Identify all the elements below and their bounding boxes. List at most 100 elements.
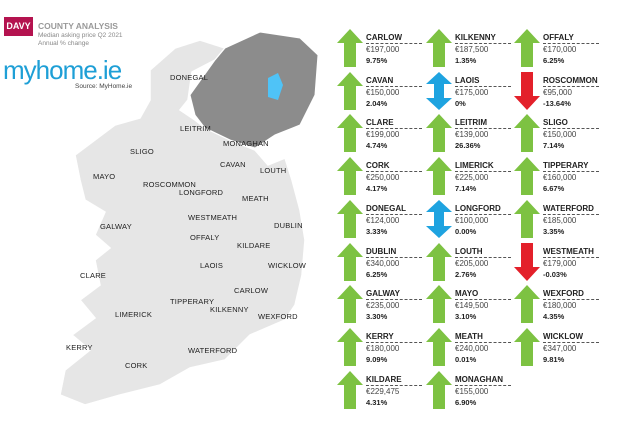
county-change: 1.35% <box>455 56 477 65</box>
county-price: €180,000 <box>543 301 577 311</box>
county-kilkenny: KILKENNY €187,500 1.35% <box>425 27 513 69</box>
arrow-up-icon <box>514 157 540 196</box>
arrow-up-icon <box>337 327 363 366</box>
arrow-up-icon <box>337 199 363 238</box>
county-price: €100,000 <box>455 215 489 225</box>
map-label-limerick: LIMERICK <box>115 310 153 319</box>
county-clare: CLARE €199,000 4.74% <box>336 112 424 154</box>
title: COUNTY ANALYSIS <box>38 21 118 31</box>
map-label-waterford: WATERFORD <box>188 346 238 355</box>
myhome-logo: myhome.ie <box>3 55 122 85</box>
county-price: €139,000 <box>455 130 489 140</box>
county-change: 0% <box>455 98 466 108</box>
map-label-tipperary: TIPPERARY <box>170 297 215 306</box>
arrow-up-icon <box>337 29 363 67</box>
county-tipperary: TIPPERARY €160,000 6.67% <box>513 155 601 197</box>
county-sligo: SLIGO €150,000 7.14% <box>513 112 601 154</box>
davy-logo: DAVY <box>4 17 33 36</box>
county-price: €225,000 <box>455 173 489 183</box>
arrow-up-icon <box>337 242 363 281</box>
source-note: Source: MyHome.ie <box>75 83 133 90</box>
arrow-up-icon <box>514 285 540 324</box>
county-name: CAVAN <box>366 76 422 87</box>
map-label-offaly: OFFALY <box>190 233 220 242</box>
map-label-kildare: KILDARE <box>237 241 271 250</box>
county-meath: MEATH €240,000 0.01% <box>425 326 513 368</box>
county-change: 9.09% <box>366 354 388 364</box>
county-name: DUBLIN <box>366 247 422 258</box>
arrow-down-icon <box>514 242 540 281</box>
republic-of-ireland-shape <box>59 39 306 406</box>
county-wicklow: WICKLOW €347,000 9.81% <box>513 326 601 368</box>
arrow-up-icon <box>337 285 363 324</box>
arrow-up-icon <box>426 327 452 366</box>
map-label-clare: CLARE <box>80 271 107 280</box>
county-change: 4.35% <box>543 312 565 322</box>
county-change: 3.35% <box>543 226 565 236</box>
county-donegal: DONEGAL €124,000 3.33% <box>336 198 424 240</box>
map-label-monaghan: MONAGHAN <box>223 139 269 148</box>
county-price: €179,000 <box>543 258 577 268</box>
county-price: €340,000 <box>366 258 400 268</box>
subtitle-change: Annual % change <box>38 40 89 47</box>
county-name: GALWAY <box>366 289 422 301</box>
arrow-up-icon <box>337 157 363 196</box>
county-name: WEXFORD <box>543 289 599 301</box>
county-change: 7.14% <box>543 141 565 151</box>
county-price: €155,000 <box>455 386 489 396</box>
map-label-westmeath: WESTMEATH <box>188 213 238 222</box>
arrow-up-icon <box>426 114 452 153</box>
map-label-wicklow: WICKLOW <box>268 261 307 270</box>
county-name: DONEGAL <box>366 204 422 215</box>
county-change: 7.14% <box>455 184 477 194</box>
map-label-meath: MEATH <box>242 194 269 203</box>
county-name: KILDARE <box>366 375 422 386</box>
county-longford: LONGFORD €100,000 0.00% <box>425 198 513 240</box>
arrow-up-icon <box>426 242 452 281</box>
map-label-carlow: CARLOW <box>234 286 269 295</box>
county-price: €347,000 <box>543 343 577 353</box>
county-name: KERRY <box>366 332 422 343</box>
county-change: 0.01% <box>455 354 477 364</box>
county-price: €124,000 <box>366 215 400 225</box>
county-dublin: DUBLIN €340,000 6.25% <box>336 241 424 283</box>
county-westmeath: WESTMEATH €179,000 -0.03% <box>513 241 601 283</box>
county-cork: CORK €250,000 4.17% <box>336 155 424 197</box>
county-price: €175,000 <box>455 87 489 97</box>
map-label-kilkenny: KILKENNY <box>210 305 249 314</box>
county-change: 3.33% <box>366 226 388 236</box>
county-name: TIPPERARY <box>543 161 599 173</box>
county-price: €149,500 <box>455 301 489 311</box>
arrow-flat-icon <box>426 71 452 110</box>
county-change: 4.31% <box>366 397 388 407</box>
map-label-roscommon: ROSCOMMON <box>143 180 197 189</box>
northern-ireland-shape <box>189 31 319 149</box>
county-price: €160,000 <box>543 173 577 183</box>
county-louth: LOUTH €205,000 2.76% <box>425 241 513 283</box>
arrow-up-icon <box>514 29 540 67</box>
county-change: 9.81% <box>543 354 565 364</box>
arrow-up-icon <box>337 114 363 153</box>
county-limerick: LIMERICK €225,000 7.14% <box>425 155 513 197</box>
county-change: 6.67% <box>543 184 565 194</box>
county-name: WESTMEATH <box>543 247 599 258</box>
map-label-kerry: KERRY <box>66 343 93 352</box>
arrow-up-icon <box>426 157 452 196</box>
county-price: €170,000 <box>543 45 577 54</box>
county-price: €199,000 <box>366 130 400 140</box>
county-name: LONGFORD <box>455 204 511 215</box>
county-change: 2.76% <box>455 269 477 279</box>
map-label-laois: LAOIS <box>200 261 224 270</box>
county-name: CORK <box>366 161 422 173</box>
arrow-up-icon <box>514 199 540 238</box>
map-label-leitrim: LEITRIM <box>180 124 211 133</box>
county-price: €95,000 <box>543 87 572 97</box>
county-monaghan: MONAGHAN €155,000 6.90% <box>425 369 513 411</box>
county-price: €235,000 <box>366 301 400 311</box>
county-wexford: WEXFORD €180,000 4.35% <box>513 283 601 325</box>
county-change: 9.75% <box>366 56 388 65</box>
county-mayo: MAYO €149,500 3.10% <box>425 283 513 325</box>
county-price: €187,500 <box>455 45 489 54</box>
arrow-up-icon <box>337 71 363 110</box>
county-price: €197,000 <box>366 45 400 54</box>
